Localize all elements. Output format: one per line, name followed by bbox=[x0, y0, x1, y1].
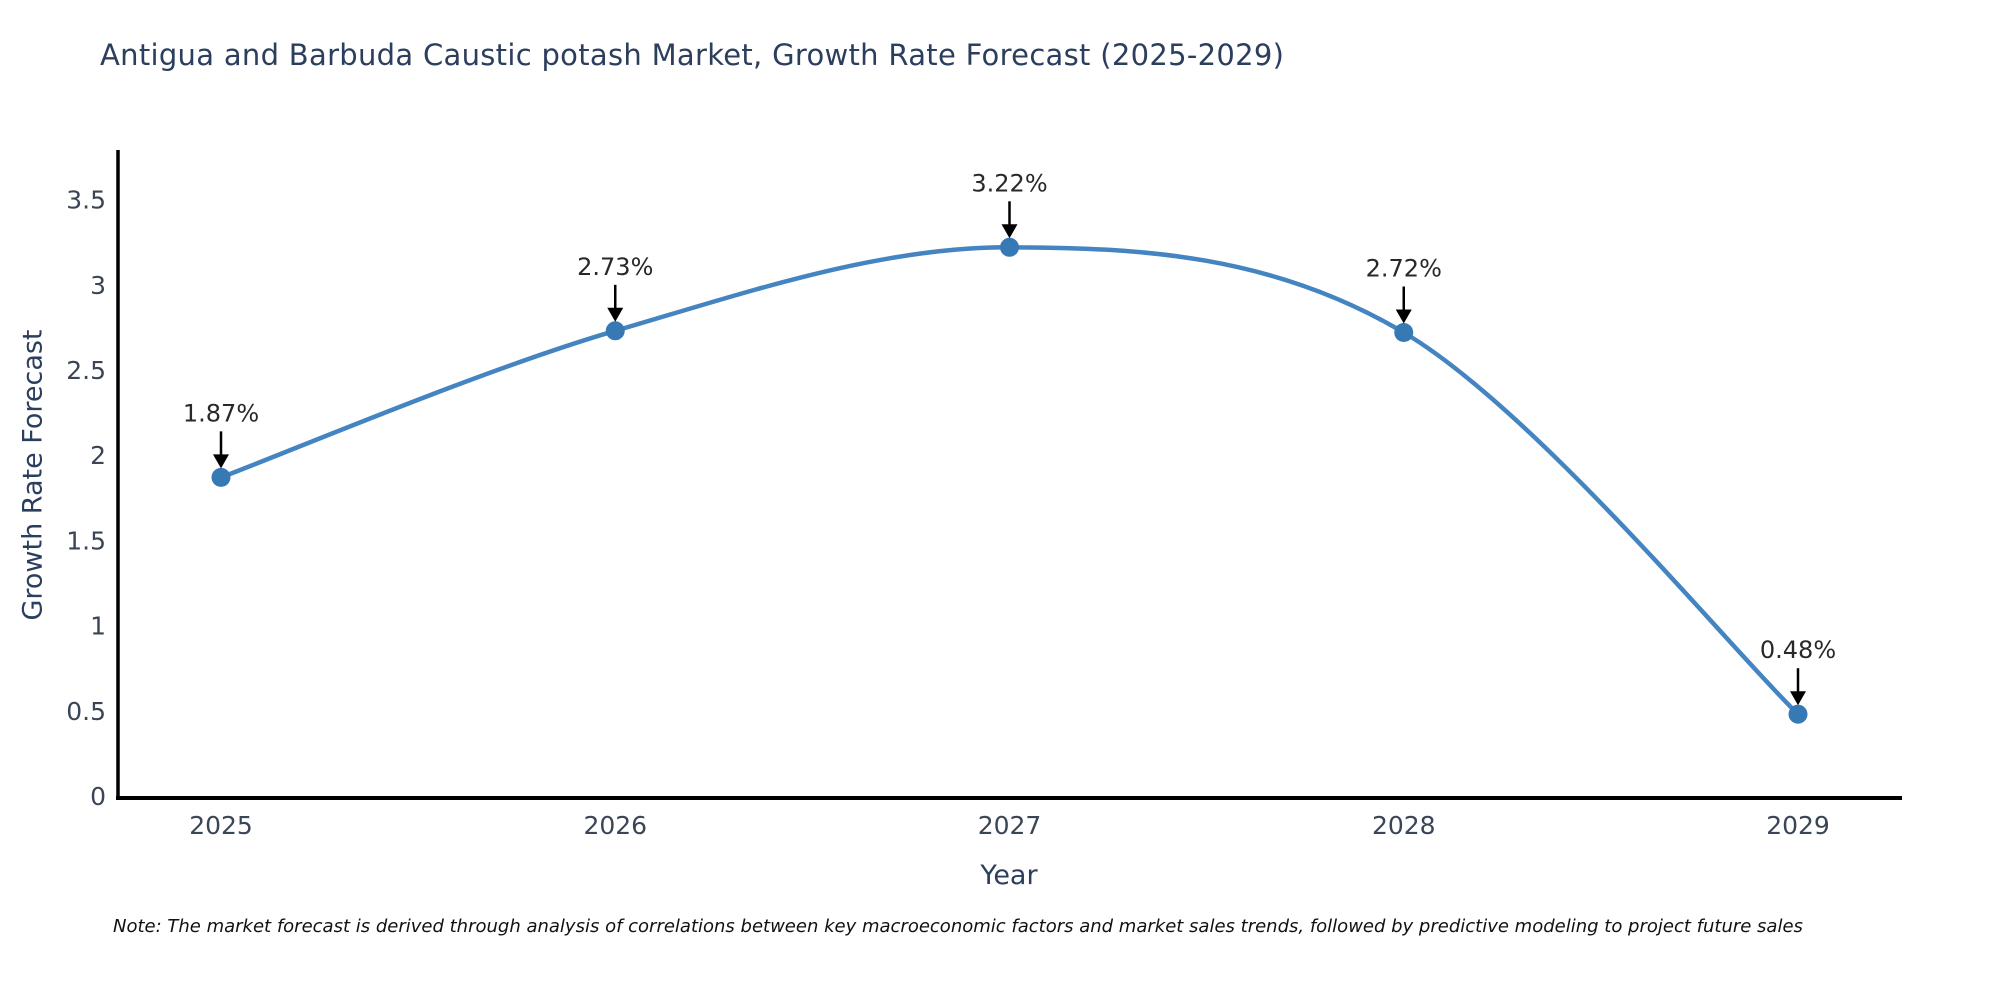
y-tick-label: 2.5 bbox=[66, 356, 106, 385]
data-point bbox=[1394, 323, 1414, 343]
point-annotation: 1.87% bbox=[183, 399, 259, 427]
point-annotation: 0.48% bbox=[1760, 636, 1836, 664]
y-tick-label: 1.5 bbox=[66, 526, 106, 555]
y-axis-title: Growth Rate Forecast bbox=[17, 329, 49, 621]
x-tick-label: 2029 bbox=[1766, 811, 1830, 840]
point-annotation: 3.22% bbox=[971, 169, 1047, 197]
point-annotation: 2.72% bbox=[1366, 255, 1442, 283]
y-tick-label: 3.5 bbox=[66, 186, 106, 215]
data-point bbox=[1788, 704, 1808, 724]
forecast-line bbox=[218, 245, 1801, 717]
footnote: Note: The market forecast is derived thr… bbox=[113, 916, 1803, 937]
x-tick-label: 2025 bbox=[189, 811, 253, 840]
y-tick-label: 1 bbox=[90, 612, 106, 641]
x-tick-label: 2026 bbox=[583, 811, 647, 840]
annotation-arrowhead bbox=[213, 454, 229, 469]
x-axis-title: Year bbox=[980, 860, 1038, 891]
chart-title: Antigua and Barbuda Caustic potash Marke… bbox=[100, 38, 1285, 72]
y-tick-label: 2 bbox=[90, 441, 106, 470]
data-point bbox=[605, 321, 625, 341]
y-tick-label: 0.5 bbox=[66, 697, 106, 726]
x-tick-label: 2028 bbox=[1372, 811, 1436, 840]
point-annotation: 2.73% bbox=[577, 253, 653, 281]
y-tick-label: 3 bbox=[90, 271, 106, 300]
x-tick-label: 2027 bbox=[978, 811, 1042, 840]
y-tick-label: 0 bbox=[90, 782, 106, 811]
annotation-arrowhead bbox=[1395, 309, 1412, 324]
data-point bbox=[1000, 237, 1019, 257]
data-point bbox=[211, 467, 231, 487]
annotation-arrowhead bbox=[1790, 691, 1806, 706]
annotation-arrowhead bbox=[607, 307, 624, 322]
annotation-arrowhead bbox=[1001, 224, 1018, 239]
